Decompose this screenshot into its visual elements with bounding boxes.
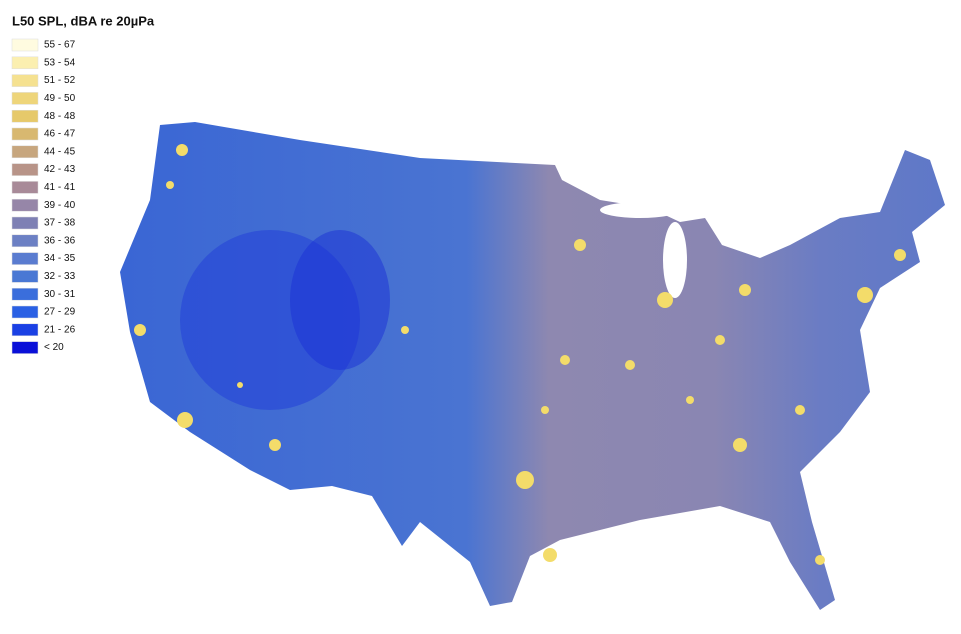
legend-swatch [11, 305, 39, 319]
legend-label: 34 - 35 [44, 253, 76, 264]
city [237, 382, 243, 388]
legend-swatch [11, 163, 39, 176]
quiet-region [290, 230, 390, 370]
legend-swatch [11, 92, 39, 105]
city [269, 439, 281, 451]
legend-swatch [11, 109, 39, 123]
legend-label: 30 - 31 [44, 289, 76, 300]
legend-swatch [11, 198, 39, 212]
city [715, 335, 725, 345]
city [815, 555, 825, 565]
legend-swatch [11, 234, 39, 248]
city [401, 326, 409, 334]
legend-swatch [11, 145, 39, 159]
legend-label: 46 - 47 [44, 129, 76, 140]
city [894, 249, 906, 261]
city [686, 396, 694, 404]
city [177, 412, 193, 428]
city [543, 548, 557, 562]
legend-label: 27 - 29 [44, 307, 76, 318]
city [795, 405, 805, 415]
legend-label: 48 - 48 [44, 111, 76, 122]
legend-swatch [11, 38, 39, 52]
city [574, 239, 586, 251]
city [739, 284, 751, 296]
legend-label: 51 - 52 [44, 75, 76, 86]
legend-label: < 20 [44, 342, 64, 353]
legend-label: 44 - 45 [44, 146, 76, 157]
city [733, 438, 747, 452]
lake [663, 222, 687, 298]
legend-label: 37 - 38 [44, 218, 76, 229]
city [134, 324, 146, 336]
legend-swatch [11, 252, 39, 265]
legend-label: 32 - 33 [44, 271, 76, 282]
legend-label: 49 - 50 [44, 93, 76, 104]
us-map [120, 122, 945, 610]
legend-label: 36 - 36 [44, 235, 76, 246]
legend-swatch [11, 181, 39, 194]
legend-swatch [11, 74, 39, 87]
city [516, 471, 534, 489]
legend-title: L50 SPL, dBA re 20µPa [12, 13, 155, 28]
legend-label: 21 - 26 [44, 324, 76, 335]
legend-label: 41 - 41 [44, 182, 76, 193]
city [176, 144, 188, 156]
legend-label: 53 - 54 [44, 57, 76, 68]
legend-label: 42 - 43 [44, 164, 76, 175]
legend-swatch [11, 216, 39, 230]
city [560, 355, 570, 365]
legend-label: 39 - 40 [44, 200, 76, 211]
legend: L50 SPL, dBA re 20µPa 55 - 67 53 - 54 51 -… [11, 13, 155, 354]
legend-swatch [11, 341, 39, 354]
city [541, 406, 549, 414]
city [857, 287, 873, 303]
legend-label: 55 - 67 [44, 40, 76, 51]
legend-swatch [11, 270, 39, 283]
legend-swatch [11, 323, 39, 337]
city [166, 181, 174, 189]
lake [600, 202, 680, 218]
city [625, 360, 635, 370]
legend-swatch [11, 127, 39, 141]
legend-swatch [11, 56, 39, 70]
legend-swatch [11, 287, 39, 301]
city [657, 292, 673, 308]
city-lights [134, 144, 906, 565]
